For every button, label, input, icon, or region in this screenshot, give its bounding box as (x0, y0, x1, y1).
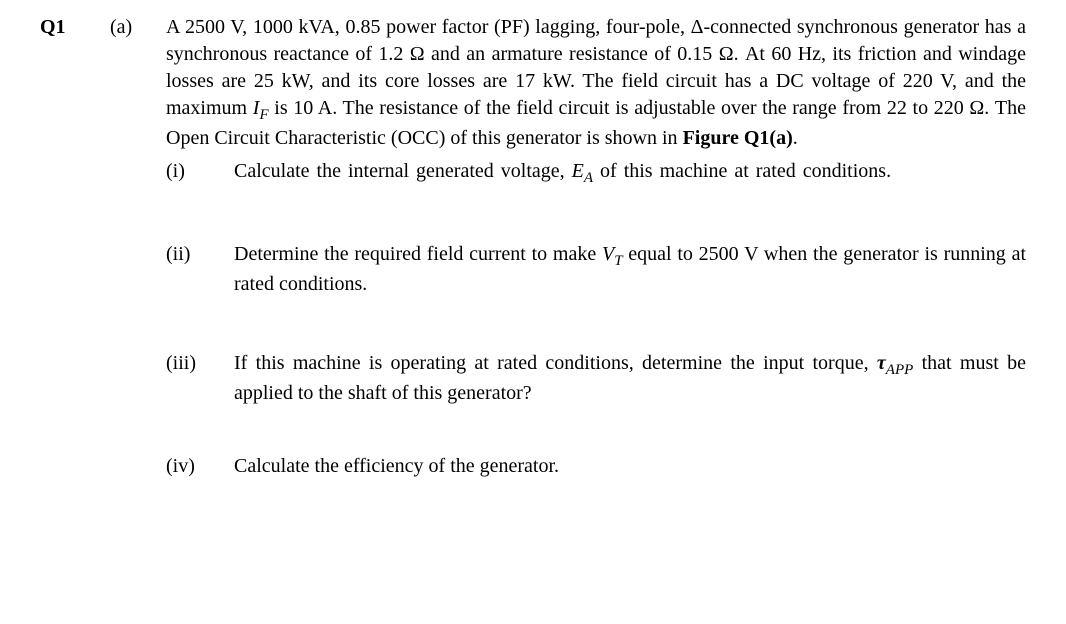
subpart-row: (i) Calculate the internal generated vol… (166, 158, 1026, 188)
subpart-label: (ii) (166, 241, 234, 268)
spacer (166, 407, 1026, 447)
intro-text: A 2500 V, 1000 kVA, 0.85 power factor (P… (166, 14, 1026, 152)
subpart-text: Calculate the efficiency of the generato… (234, 453, 1026, 480)
subpart-label: (iv) (166, 453, 234, 480)
question-row: Q1 (a) A 2500 V, 1000 kVA, 0.85 power fa… (40, 14, 1026, 480)
page: Q1 (a) A 2500 V, 1000 kVA, 0.85 power fa… (0, 0, 1066, 624)
part-label: (a) (110, 14, 166, 41)
spacer (166, 189, 1026, 235)
question-number: Q1 (40, 14, 110, 41)
spacer (166, 298, 1026, 344)
subpart-label: (i) (166, 158, 234, 185)
subpart-row: (iv) Calculate the efficiency of the gen… (166, 453, 1026, 480)
subpart-text: Calculate the internal generated voltage… (234, 158, 1026, 188)
subpart-row: (ii) Determine the required field curren… (166, 241, 1026, 298)
subpart-label: (iii) (166, 350, 234, 377)
subpart-row: (iii) If this machine is operating at ra… (166, 350, 1026, 407)
subpart-text: If this machine is operating at rated co… (234, 350, 1026, 407)
subpart-text: Determine the required field current to … (234, 241, 1026, 298)
question-body: A 2500 V, 1000 kVA, 0.85 power factor (P… (166, 14, 1026, 480)
